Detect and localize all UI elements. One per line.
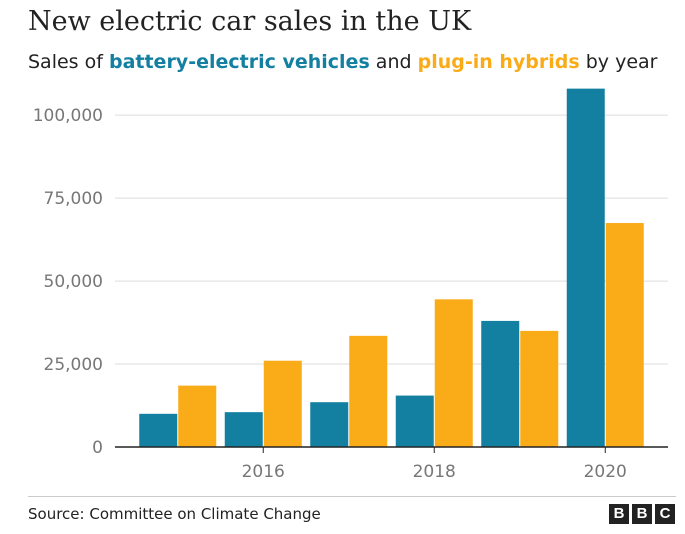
x-tick-label: 2020 bbox=[584, 462, 627, 482]
bar-plug-in-hybrid bbox=[178, 385, 217, 447]
subtitle-prefix: Sales of bbox=[28, 51, 109, 73]
bar-plug-in-hybrid bbox=[520, 330, 559, 447]
source-note: Source: Committee on Climate Change bbox=[28, 505, 321, 523]
subtitle-suffix: by year bbox=[579, 51, 658, 73]
bars bbox=[139, 88, 644, 448]
y-tick-label: 50,000 bbox=[44, 272, 103, 292]
bbc-logo: B B C bbox=[609, 504, 675, 524]
bar-battery-electric bbox=[481, 320, 520, 447]
y-tick-label: 75,000 bbox=[44, 189, 103, 209]
subtitle-middle: and bbox=[369, 51, 418, 73]
y-tick-label: 25,000 bbox=[44, 355, 103, 375]
bar-plug-in-hybrid bbox=[605, 223, 644, 447]
bar-battery-electric bbox=[224, 412, 263, 447]
bar-battery-electric bbox=[139, 413, 178, 447]
bar-plug-in-hybrid bbox=[263, 360, 302, 447]
bar-battery-electric bbox=[310, 402, 349, 447]
bar-plug-in-hybrid bbox=[434, 299, 473, 447]
x-tick-label: 2018 bbox=[413, 462, 456, 482]
chart-subtitle: Sales of battery-electric vehicles and p… bbox=[28, 51, 657, 73]
bbc-logo-letter: B bbox=[632, 504, 652, 524]
legend-label-plug-in-hybrids: plug-in hybrids bbox=[417, 51, 580, 73]
x-axis-ticks: 2016 2018 2020 bbox=[242, 447, 627, 482]
bar-battery-electric bbox=[566, 88, 605, 448]
y-axis-labels: 0 25,000 50,000 75,000 100,000 bbox=[33, 106, 103, 458]
footer-divider bbox=[28, 496, 676, 497]
chart-title: New electric car sales in the UK bbox=[28, 6, 472, 37]
y-tick-label: 100,000 bbox=[33, 106, 103, 126]
x-tick-label: 2016 bbox=[242, 462, 285, 482]
bar-battery-electric bbox=[395, 395, 434, 447]
legend-label-battery-electric: battery-electric vehicles bbox=[108, 51, 370, 73]
bbc-logo-letter: C bbox=[655, 504, 675, 524]
bar-plug-in-hybrid bbox=[349, 335, 388, 447]
y-tick-label: 0 bbox=[92, 438, 103, 458]
bbc-logo-letter: B bbox=[609, 504, 629, 524]
